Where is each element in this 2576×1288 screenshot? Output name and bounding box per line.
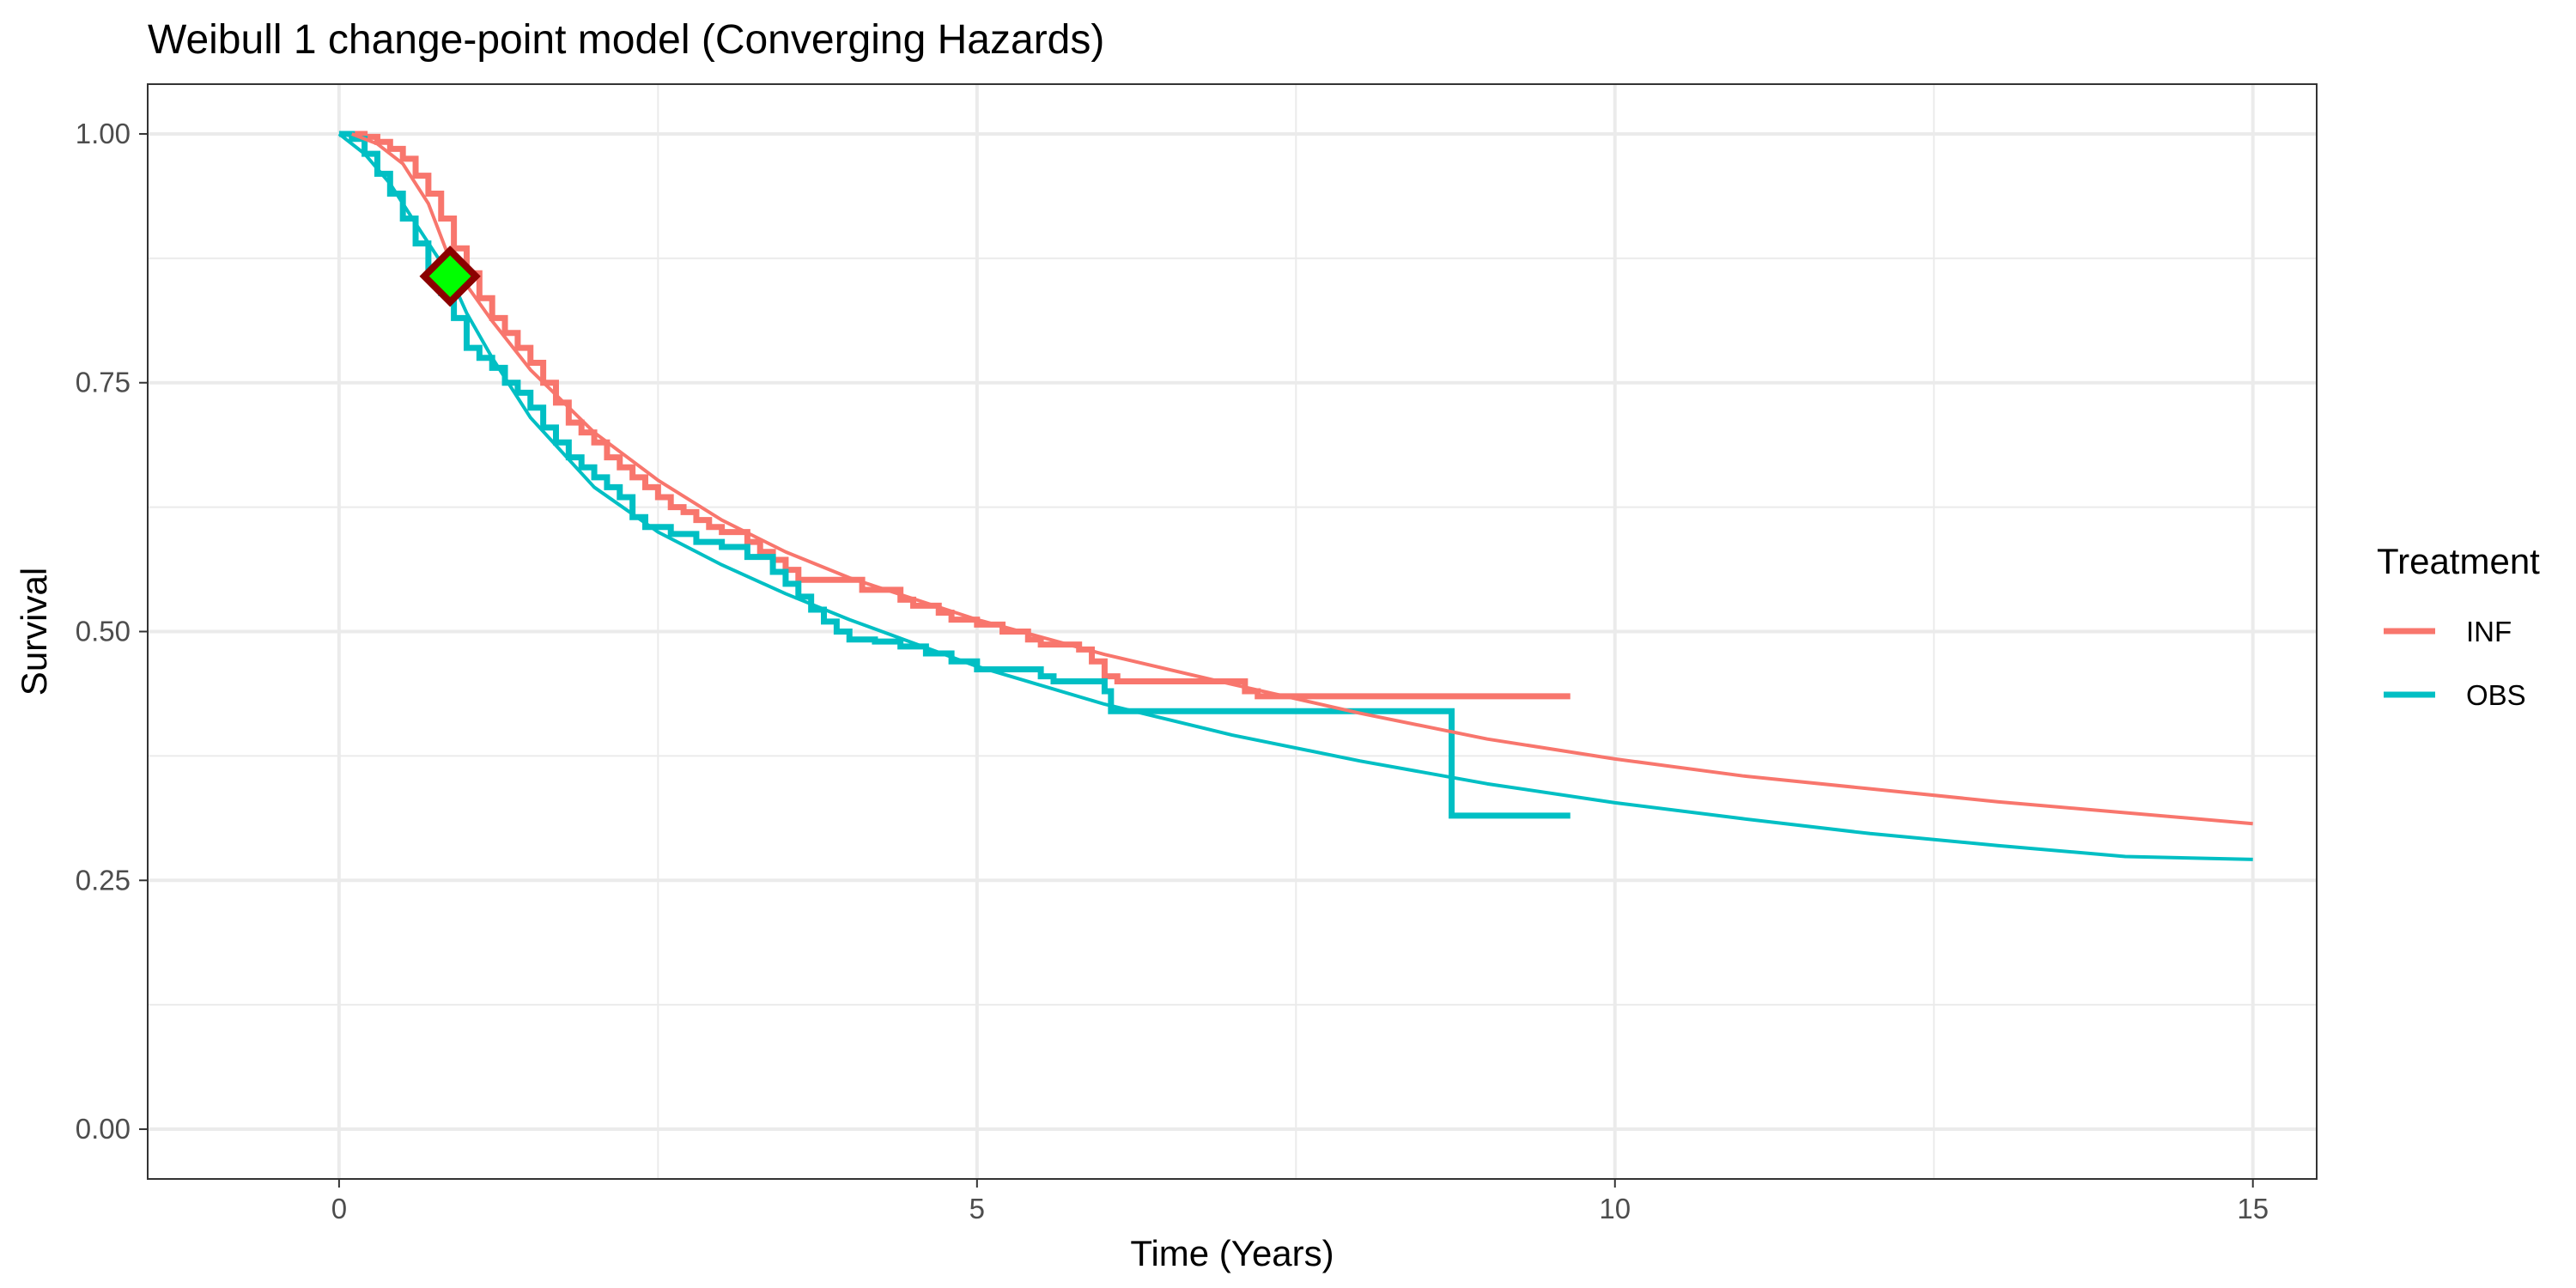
y-tick-label: 0.00: [76, 1113, 131, 1145]
plot-panel: [147, 83, 2318, 1180]
x-tick-label: 5: [969, 1193, 985, 1224]
x-tick-label: 15: [2237, 1193, 2269, 1224]
y-tick-label: 0.25: [76, 864, 131, 896]
legend-label-obs: OBS: [2466, 679, 2526, 711]
legend-items: INF OBS: [2384, 616, 2526, 711]
chart-title: Weibull 1 change-point model (Converging…: [148, 17, 1104, 63]
marker-layer: [419, 246, 481, 307]
x-axis-title: Time (Years): [1130, 1233, 1334, 1273]
y-axis-ticks: 0.00 0.25 0.50 0.75 1.00: [76, 118, 148, 1145]
y-tick-label: 1.00: [76, 118, 131, 149]
x-tick-label: 10: [1599, 1193, 1631, 1224]
legend-label-inf: INF: [2466, 616, 2512, 647]
legend: Treatment INF OBS: [2377, 541, 2540, 711]
y-tick-label: 0.50: [76, 616, 131, 647]
y-tick-label: 0.75: [76, 367, 131, 398]
legend-title: Treatment: [2377, 541, 2540, 581]
change-point-marker: [419, 246, 481, 307]
y-axis-title: Survival: [14, 568, 54, 696]
major-gridlines: [148, 84, 2317, 1179]
x-tick-label: 0: [331, 1193, 347, 1224]
x-axis-ticks: 0 5 10 15: [331, 1179, 2269, 1224]
